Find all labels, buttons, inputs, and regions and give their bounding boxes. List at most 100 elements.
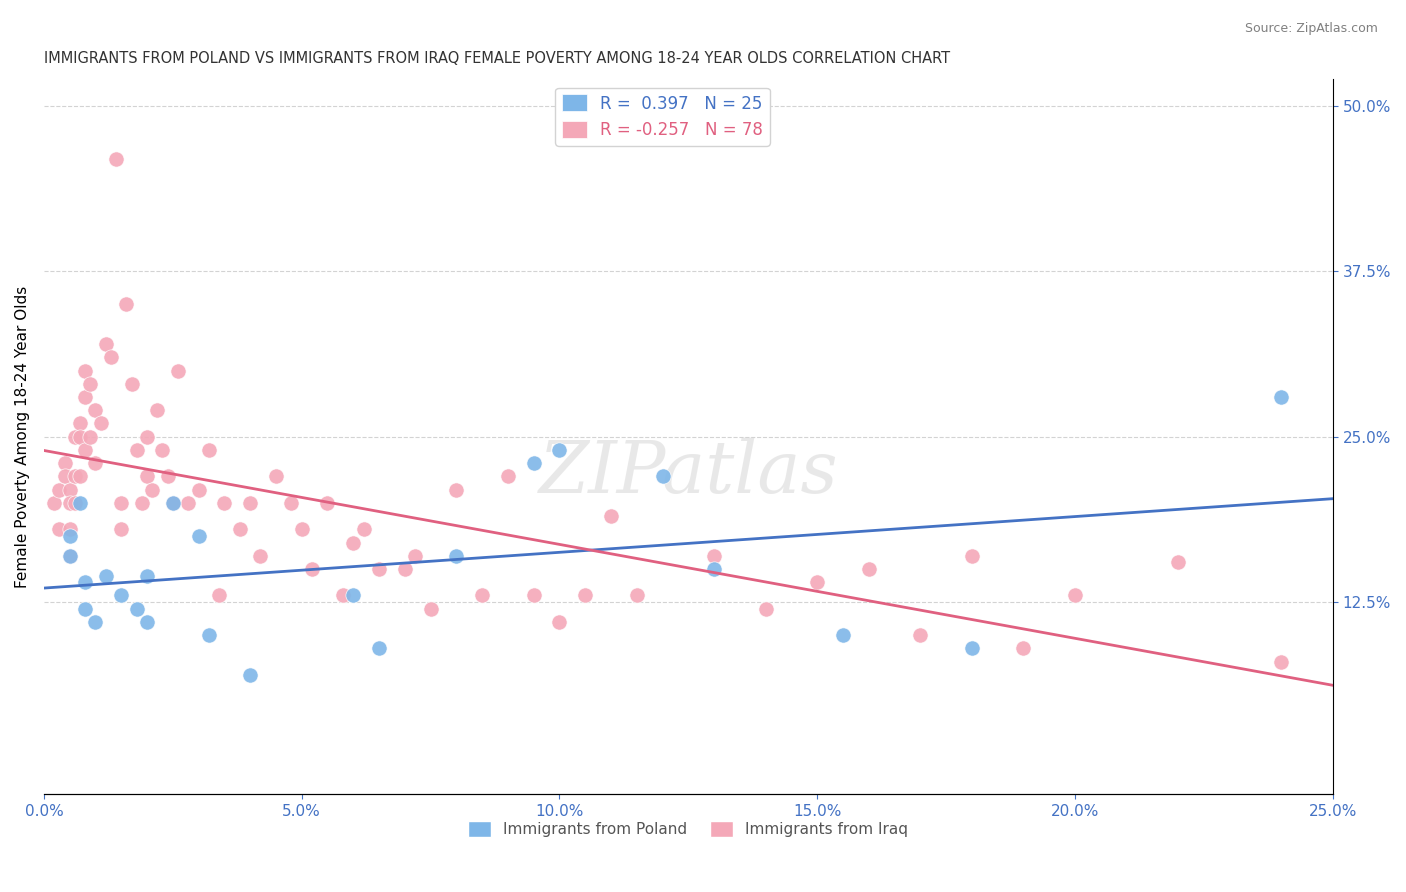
Point	[353, 522, 375, 536]
Point	[858, 562, 880, 576]
Point	[960, 641, 983, 656]
Point	[523, 456, 546, 470]
Point	[626, 589, 648, 603]
Point	[59, 522, 82, 536]
Point	[75, 390, 97, 404]
Point	[136, 430, 159, 444]
Point	[1012, 641, 1035, 656]
Point	[755, 601, 778, 615]
Point	[59, 549, 82, 563]
Point	[1270, 655, 1292, 669]
Point	[960, 549, 983, 563]
Text: ZIPatlas: ZIPatlas	[538, 437, 838, 508]
Point	[1064, 589, 1087, 603]
Point	[69, 430, 91, 444]
Point	[446, 549, 468, 563]
Point	[1167, 556, 1189, 570]
Point	[84, 456, 107, 470]
Point	[125, 442, 148, 457]
Point	[703, 549, 725, 563]
Point	[110, 496, 132, 510]
Point	[136, 615, 159, 629]
Point	[75, 601, 97, 615]
Point	[446, 483, 468, 497]
Point	[152, 442, 174, 457]
Point	[419, 601, 441, 615]
Point	[548, 615, 571, 629]
Point	[162, 496, 184, 510]
Point	[156, 469, 179, 483]
Point	[69, 469, 91, 483]
Point	[110, 589, 132, 603]
Point	[146, 403, 169, 417]
Point	[131, 496, 153, 510]
Point	[214, 496, 236, 510]
Point	[600, 509, 623, 524]
Point	[84, 403, 107, 417]
Point	[264, 469, 287, 483]
Point	[548, 442, 571, 457]
Point	[167, 363, 190, 377]
Point	[187, 483, 209, 497]
Point	[177, 496, 200, 510]
Point	[90, 417, 112, 431]
Point	[59, 483, 82, 497]
Point	[332, 589, 354, 603]
Point	[651, 469, 673, 483]
Point	[79, 430, 101, 444]
Point	[703, 562, 725, 576]
Legend: Immigrants from Poland, Immigrants from Iraq: Immigrants from Poland, Immigrants from …	[463, 815, 915, 844]
Point	[136, 469, 159, 483]
Point	[198, 442, 221, 457]
Point	[48, 522, 70, 536]
Point	[63, 430, 86, 444]
Point	[59, 549, 82, 563]
Point	[208, 589, 231, 603]
Point	[249, 549, 271, 563]
Point	[229, 522, 252, 536]
Point	[291, 522, 314, 536]
Point	[59, 529, 82, 543]
Point	[404, 549, 426, 563]
Point	[79, 376, 101, 391]
Point	[301, 562, 323, 576]
Point	[105, 152, 128, 166]
Point	[574, 589, 596, 603]
Point	[162, 496, 184, 510]
Point	[75, 575, 97, 590]
Point	[69, 496, 91, 510]
Point	[910, 628, 932, 642]
Point	[59, 496, 82, 510]
Point	[53, 456, 76, 470]
Point	[316, 496, 339, 510]
Point	[94, 568, 117, 582]
Point	[48, 483, 70, 497]
Point	[523, 589, 546, 603]
Point	[368, 562, 391, 576]
Point	[75, 363, 97, 377]
Point	[75, 442, 97, 457]
Point	[69, 417, 91, 431]
Point	[187, 529, 209, 543]
Point	[84, 615, 107, 629]
Point	[239, 496, 262, 510]
Point	[125, 601, 148, 615]
Point	[110, 522, 132, 536]
Text: IMMIGRANTS FROM POLAND VS IMMIGRANTS FROM IRAQ FEMALE POVERTY AMONG 18-24 YEAR O: IMMIGRANTS FROM POLAND VS IMMIGRANTS FRO…	[44, 51, 950, 66]
Y-axis label: Female Poverty Among 18-24 Year Olds: Female Poverty Among 18-24 Year Olds	[15, 285, 30, 588]
Point	[368, 641, 391, 656]
Point	[141, 483, 163, 497]
Point	[342, 589, 364, 603]
Point	[342, 535, 364, 549]
Point	[198, 628, 221, 642]
Point	[94, 337, 117, 351]
Point	[280, 496, 302, 510]
Point	[115, 297, 138, 311]
Point	[53, 469, 76, 483]
Point	[832, 628, 855, 642]
Text: Source: ZipAtlas.com: Source: ZipAtlas.com	[1244, 22, 1378, 36]
Point	[806, 575, 828, 590]
Point	[136, 568, 159, 582]
Point	[1270, 390, 1292, 404]
Point	[239, 668, 262, 682]
